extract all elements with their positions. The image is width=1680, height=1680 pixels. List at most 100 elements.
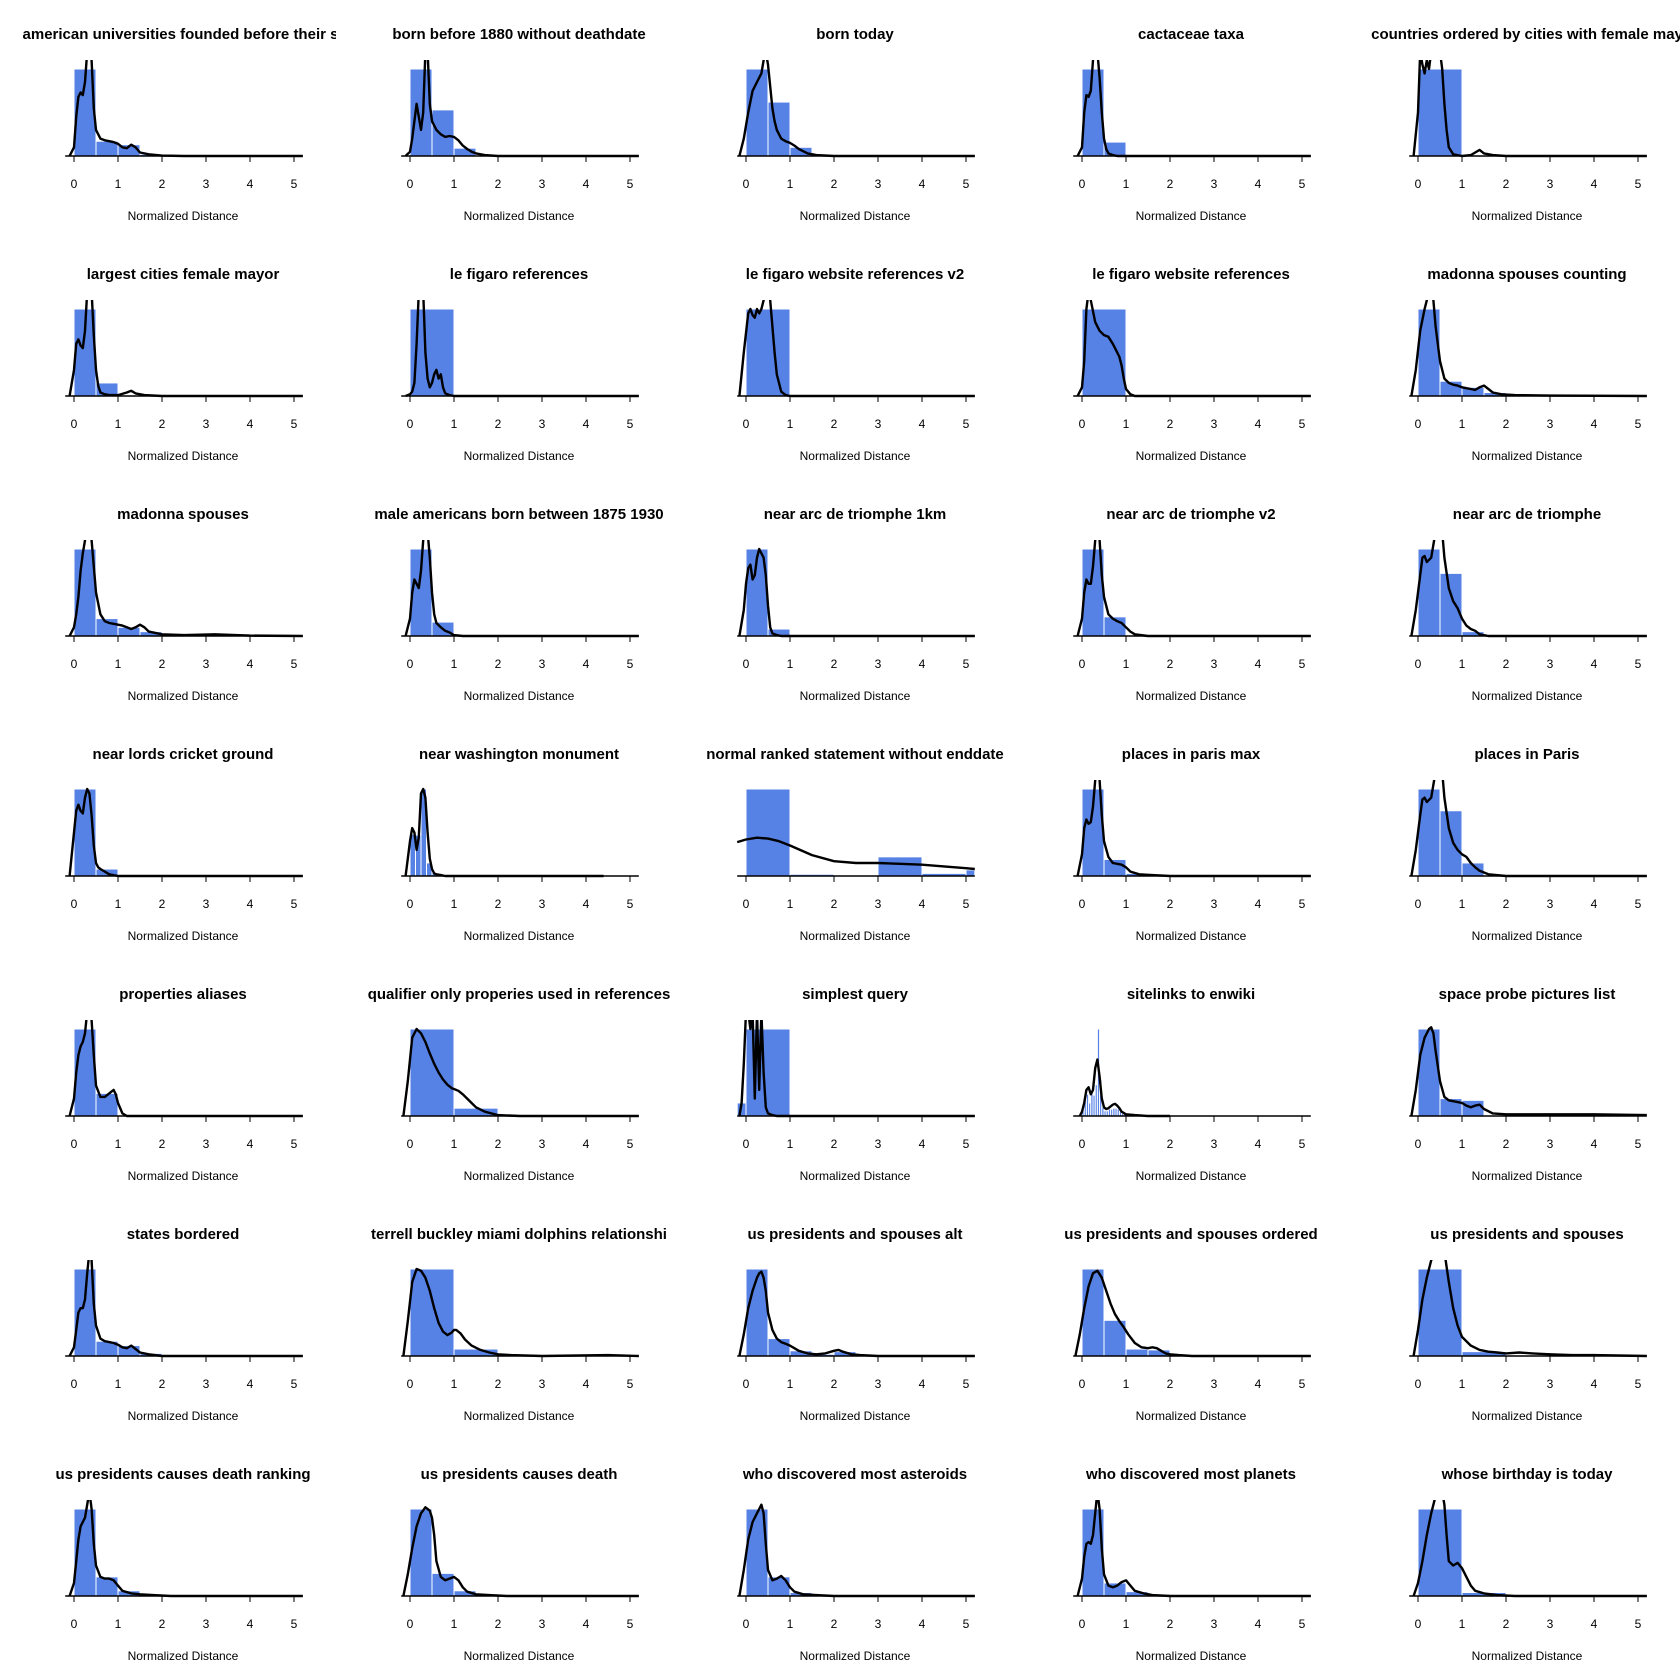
panel-title: terrell buckley miami dolphins relations… (371, 1226, 667, 1243)
x-axis: 0 1 2 3 4 5 (65, 1115, 303, 1151)
histogram-panel: 0 1 2 3 4 5 Normalized Distance states bordered (65, 1226, 303, 1423)
x-axis-label: Normalized Distance (128, 1169, 239, 1183)
x-tick-label: 3 (1547, 1377, 1554, 1391)
x-tick-label: 1 (451, 177, 458, 191)
x-tick-label: 1 (451, 1377, 458, 1391)
x-tick-label: 0 (71, 657, 78, 671)
x-tick-label: 5 (627, 1137, 634, 1151)
x-tick-label: 5 (1299, 1377, 1306, 1391)
x-axis-label: Normalized Distance (464, 689, 575, 703)
x-axis: 0 1 2 3 4 5 (1409, 635, 1647, 671)
x-tick-label: 3 (203, 1137, 210, 1151)
x-tick-label: 1 (451, 657, 458, 671)
x-tick-label: 2 (495, 177, 502, 191)
x-axis-label: Normalized Distance (800, 1169, 911, 1183)
x-tick-label: 0 (1415, 1377, 1422, 1391)
x-axis: 0 1 2 3 4 5 (1073, 1355, 1311, 1391)
x-tick-label: 0 (1415, 417, 1422, 431)
histogram-panel: 0 1 2 3 4 5 Normalized Distance le figaro websi… (737, 266, 975, 463)
x-tick-label: 3 (875, 177, 882, 191)
x-tick-label: 5 (963, 417, 970, 431)
x-tick-label: 1 (787, 657, 794, 671)
x-tick-label: 1 (1459, 1617, 1466, 1631)
x-tick-label: 3 (875, 657, 882, 671)
x-axis: 0 1 2 3 4 5 (737, 1595, 975, 1631)
x-tick-label: 0 (1079, 1137, 1086, 1151)
x-tick-label: 1 (451, 417, 458, 431)
histogram-panel: 0 1 2 3 4 5 Normalized Distance us presidents c… (401, 1466, 639, 1663)
density-curve (404, 60, 639, 158)
x-tick-label: 1 (115, 1377, 122, 1391)
x-tick-label: 0 (71, 1377, 78, 1391)
x-axis-label: Normalized Distance (128, 449, 239, 463)
x-axis: 0 1 2 3 4 5 (737, 635, 975, 671)
x-tick-label: 1 (1459, 177, 1466, 191)
x-tick-label: 5 (963, 1617, 970, 1631)
x-tick-label: 2 (1167, 1377, 1174, 1391)
x-tick-label: 1 (1123, 417, 1130, 431)
density-curve (736, 836, 975, 871)
density-curve (1410, 1026, 1647, 1117)
x-tick-label: 0 (1079, 1377, 1086, 1391)
density-curve (1412, 1260, 1647, 1358)
x-tick-label: 0 (407, 1137, 414, 1151)
histogram-bar (1081, 1268, 1105, 1357)
histogram-panel: 0 1 2 3 4 5 Normalized Distance places in paris… (1073, 746, 1311, 943)
x-axis-label: Normalized Distance (800, 1409, 911, 1423)
x-tick-label: 5 (627, 177, 634, 191)
density-curve (738, 300, 975, 398)
x-tick-label: 4 (1591, 177, 1598, 191)
density-curve (738, 60, 975, 158)
x-axis: 0 1 2 3 4 5 (65, 1355, 303, 1391)
histogram-bars (409, 1508, 477, 1597)
histogram-bars (745, 308, 791, 397)
density-curve (1076, 300, 1311, 398)
x-tick-label: 4 (247, 897, 254, 911)
x-axis-label: Normalized Distance (1472, 1409, 1583, 1423)
histogram-bars (73, 308, 141, 397)
panel-title: near arc de triomphe 1km (764, 506, 947, 523)
x-axis-label: Normalized Distance (1472, 1169, 1583, 1183)
x-axis: 0 1 2 3 4 5 (1073, 635, 1311, 671)
x-tick-label: 3 (539, 1377, 546, 1391)
density-curve (402, 1267, 639, 1358)
histogram-panel: 0 1 2 3 4 5 Normalized Distance born before 188… (392, 26, 645, 223)
x-axis: 0 1 2 3 4 5 (65, 1595, 303, 1631)
histogram-panel: 0 1 2 3 4 5 Normalized Distance who discovered … (1073, 1466, 1311, 1663)
x-tick-label: 0 (743, 177, 750, 191)
density-curve (402, 1027, 639, 1118)
histogram-panel: 0 1 2 3 4 5 Normalized Distance near arc de tri… (737, 506, 975, 703)
x-tick-label: 0 (71, 417, 78, 431)
histogram-bar (745, 788, 791, 877)
x-tick-label: 1 (1123, 177, 1130, 191)
x-tick-label: 4 (583, 1617, 590, 1631)
x-tick-label: 2 (831, 1377, 838, 1391)
x-tick-label: 4 (919, 177, 926, 191)
x-tick-label: 4 (919, 897, 926, 911)
histogram-panel: 0 1 2 3 4 5 Normalized Distance cactaceae taxa (1073, 26, 1311, 223)
x-axis: 0 1 2 3 4 5 (1409, 395, 1647, 431)
x-axis-label: Normalized Distance (464, 1649, 575, 1663)
x-tick-label: 5 (1299, 1617, 1306, 1631)
x-tick-label: 2 (1167, 897, 1174, 911)
x-tick-label: 4 (247, 1617, 254, 1631)
x-tick-label: 0 (1079, 897, 1086, 911)
x-tick-label: 3 (539, 177, 546, 191)
histogram-panel: 0 1 2 3 4 5 Normalized Distance us presidents c… (55, 1466, 310, 1663)
x-axis-label: Normalized Distance (464, 209, 575, 223)
x-tick-label: 2 (495, 897, 502, 911)
x-axis-label: Normalized Distance (1472, 209, 1583, 223)
x-tick-label: 1 (1459, 657, 1466, 671)
x-tick-label: 2 (1167, 1617, 1174, 1631)
x-tick-label: 2 (1503, 657, 1510, 671)
histogram-panel: 0 1 2 3 4 5 Normalized Distance near arc de tri… (1073, 506, 1311, 703)
x-axis-label: Normalized Distance (800, 929, 911, 943)
x-axis-label: Normalized Distance (128, 689, 239, 703)
histogram-bar (453, 1107, 499, 1117)
x-tick-label: 2 (1503, 177, 1510, 191)
x-tick-label: 3 (875, 1137, 882, 1151)
density-curve (1076, 540, 1311, 638)
x-axis-label: Normalized Distance (800, 209, 911, 223)
x-tick-label: 2 (159, 1617, 166, 1631)
